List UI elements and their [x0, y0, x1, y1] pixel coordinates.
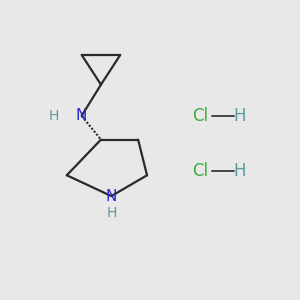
Text: Cl: Cl	[193, 107, 208, 125]
Text: H: H	[106, 206, 116, 220]
Text: Cl: Cl	[193, 162, 208, 180]
Text: H: H	[233, 107, 245, 125]
Text: H: H	[233, 162, 245, 180]
Text: N: N	[106, 189, 117, 204]
Text: N: N	[76, 108, 87, 123]
Text: H: H	[48, 109, 59, 123]
